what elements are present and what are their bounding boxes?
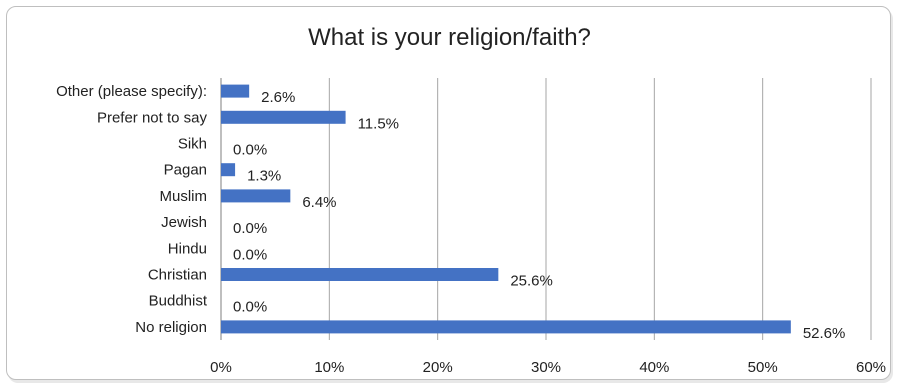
category-label: Sikh xyxy=(178,136,207,153)
data-label: 52.6% xyxy=(803,325,846,342)
x-tick-labels: 0% 10% 20% 30% 40% 50% 60% xyxy=(210,359,886,376)
x-tick-label: 60% xyxy=(856,359,886,376)
bar xyxy=(221,268,499,281)
category-label: Hindu xyxy=(168,240,207,257)
category-label: No religion xyxy=(135,319,207,336)
data-label: 1.3% xyxy=(247,168,281,185)
data-label: 6.4% xyxy=(302,194,336,211)
x-tick-label: 40% xyxy=(639,359,669,376)
category-label: Christian xyxy=(148,267,207,284)
bar xyxy=(221,320,791,334)
data-label: 11.5% xyxy=(358,115,399,132)
data-labels: 2.6% 11.5% 0.0% 1.3% 6.4% 0.0% 0.0% 25.6% 0.0% 52… xyxy=(233,89,845,342)
category-label: Other (please specify): xyxy=(56,83,207,100)
bar xyxy=(221,110,346,124)
category-label: Jewish xyxy=(161,214,207,231)
x-tick-label: 50% xyxy=(748,359,778,376)
bar xyxy=(221,163,236,177)
category-labels: Other (please specify): Prefer not to say… xyxy=(56,83,208,336)
chart-frame xyxy=(6,6,891,380)
category-label: Prefer not to say xyxy=(97,109,208,126)
x-tick-label: 10% xyxy=(314,359,344,376)
chart-title: What is your religion/faith? xyxy=(308,24,591,51)
data-label: 0.0% xyxy=(233,220,267,237)
bar xyxy=(221,189,291,203)
category-label: Buddhist xyxy=(149,293,208,310)
category-label: Muslim xyxy=(160,188,208,205)
data-label: 0.0% xyxy=(233,299,267,316)
category-label: Pagan xyxy=(164,162,207,179)
x-tick-label: 20% xyxy=(423,359,453,376)
x-tick-label: 30% xyxy=(531,359,561,376)
bars xyxy=(221,84,791,334)
data-label: 25.6% xyxy=(510,273,553,290)
data-label: 0.0% xyxy=(233,246,267,263)
gridlines xyxy=(220,78,872,340)
data-label: 2.6% xyxy=(261,89,295,106)
x-tick-label: 0% xyxy=(210,359,232,376)
bar xyxy=(221,84,250,98)
data-label: 0.0% xyxy=(233,142,267,159)
